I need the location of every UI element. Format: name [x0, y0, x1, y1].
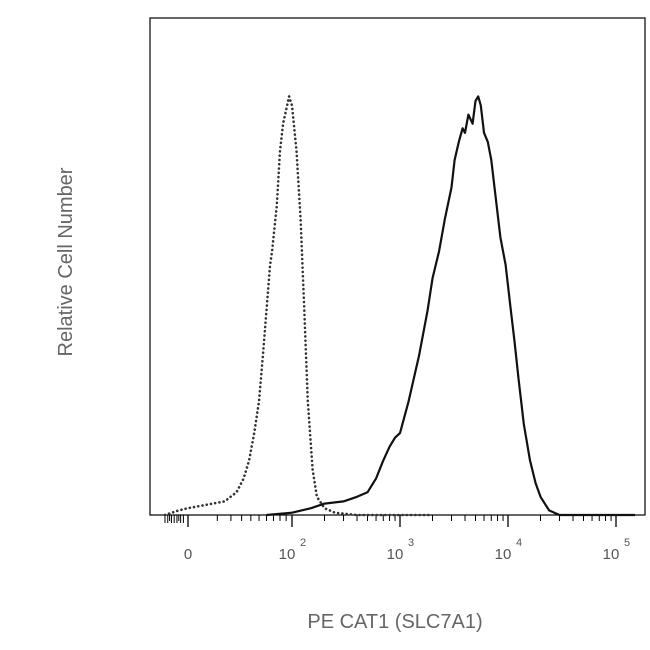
- x-axis-minor-ticks: [164, 515, 612, 523]
- x-tick-exponent: 4: [516, 537, 522, 549]
- plot-frame: [149, 17, 646, 516]
- stained-histogram-curve: [266, 95, 635, 517]
- x-axis-tick-labels: 0 10 2 10 3 10 4 10 5: [184, 537, 630, 563]
- histogram-curves: [163, 95, 635, 517]
- x-tick-label: 10: [387, 546, 404, 563]
- x-tick-label: 10: [495, 546, 512, 563]
- x-axis-major-ticks: [187, 515, 617, 527]
- x-tick-label: 0: [184, 546, 192, 563]
- x-tick-label: 10: [603, 546, 620, 563]
- x-tick-exponent: 5: [624, 537, 630, 549]
- control-histogram-curve: [163, 95, 434, 517]
- x-tick-label: 10: [279, 546, 296, 563]
- x-tick-exponent: 2: [300, 537, 306, 549]
- x-axis-title: PE CAT1 (SLC7A1): [307, 611, 482, 633]
- y-axis-title: Relative Cell Number: [55, 167, 77, 356]
- x-tick-exponent: 3: [408, 537, 414, 549]
